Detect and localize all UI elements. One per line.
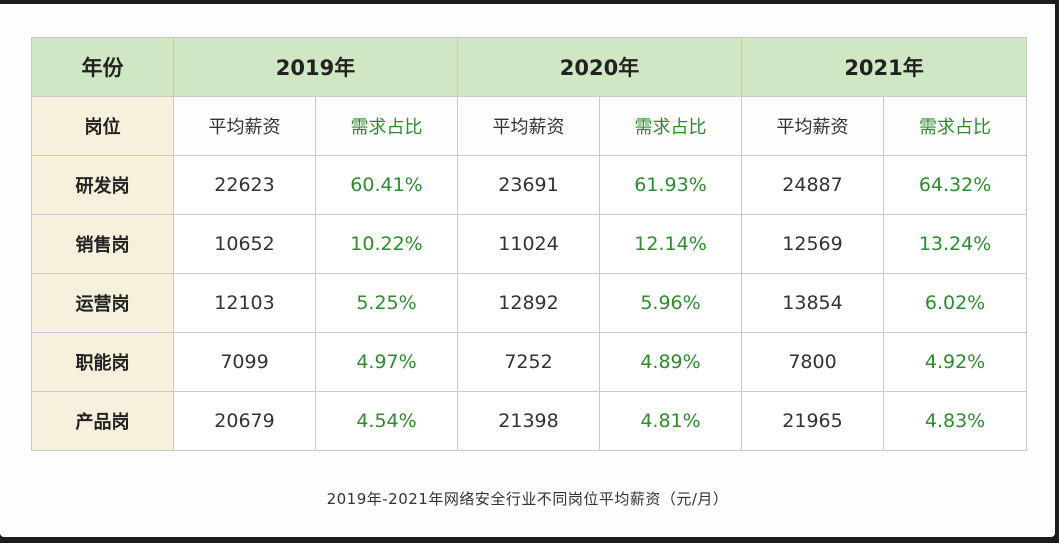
salary-cell: 7099 xyxy=(173,332,316,392)
table-row: 产品岗 20679 4.54% 21398 4.81% 21965 4.83% xyxy=(31,391,1028,451)
share-cell: 4.97% xyxy=(314,332,459,392)
salary-cell: 22623 xyxy=(173,155,316,215)
share-cell: 5.25% xyxy=(314,273,459,333)
table-row: 职能岗 7099 4.97% 7252 4.89% 7800 4.92% xyxy=(31,332,1028,392)
share-cell: 5.96% xyxy=(599,273,743,333)
table-row: 销售岗 10652 10.22% 11024 12.14% 12569 13.2… xyxy=(31,214,1028,274)
share-cell: 10.22% xyxy=(314,214,459,274)
salary-cell: 20679 xyxy=(173,391,316,451)
page: 年份 2019年 2020年 2021年 岗位 平均薪资 需求占比 平均薪资 需… xyxy=(0,4,1055,537)
year-header: 2021年 xyxy=(741,37,1028,97)
salary-cell: 12569 xyxy=(741,214,885,274)
share-cell: 12.14% xyxy=(599,214,743,274)
share-cell: 13.24% xyxy=(883,214,1028,274)
position-name: 运营岗 xyxy=(31,273,174,333)
salary-cell: 10652 xyxy=(173,214,316,274)
table-row: 运营岗 12103 5.25% 12892 5.96% 13854 6.02% xyxy=(31,273,1028,333)
salary-cell: 24887 xyxy=(741,155,885,215)
salary-cell: 12103 xyxy=(173,273,316,333)
position-label: 岗位 xyxy=(31,96,174,156)
year-header-row: 年份 2019年 2020年 2021年 xyxy=(31,37,1028,97)
salary-cell: 7252 xyxy=(457,332,601,392)
salary-cell: 11024 xyxy=(457,214,601,274)
corner-label: 年份 xyxy=(31,37,174,97)
share-cell: 4.83% xyxy=(883,391,1028,451)
salary-subheader: 平均薪资 xyxy=(457,96,601,156)
share-cell: 60.41% xyxy=(314,155,459,215)
salary-table: 年份 2019年 2020年 2021年 岗位 平均薪资 需求占比 平均薪资 需… xyxy=(31,37,1028,451)
salary-cell: 7800 xyxy=(741,332,885,392)
salary-cell: 13854 xyxy=(741,273,885,333)
salary-subheader: 平均薪资 xyxy=(741,96,885,156)
salary-cell: 12892 xyxy=(457,273,601,333)
share-cell: 61.93% xyxy=(599,155,743,215)
share-cell: 4.89% xyxy=(599,332,743,392)
share-cell: 4.92% xyxy=(883,332,1028,392)
share-cell: 4.54% xyxy=(314,391,459,451)
year-header: 2019年 xyxy=(172,37,459,97)
share-subheader: 需求占比 xyxy=(314,96,459,156)
salary-cell: 21398 xyxy=(457,391,601,451)
position-name: 销售岗 xyxy=(31,214,174,274)
table-caption: 2019年-2021年网络安全行业不同岗位平均薪资（元/月） xyxy=(326,490,729,508)
share-subheader: 需求占比 xyxy=(883,96,1028,156)
share-cell: 6.02% xyxy=(883,273,1028,333)
position-name: 产品岗 xyxy=(31,391,174,451)
table-row: 研发岗 22623 60.41% 23691 61.93% 24887 64.3… xyxy=(31,155,1028,215)
salary-cell: 21965 xyxy=(741,391,885,451)
salary-cell: 23691 xyxy=(457,155,601,215)
share-cell: 4.81% xyxy=(599,391,743,451)
year-header: 2020年 xyxy=(457,37,743,97)
share-subheader: 需求占比 xyxy=(599,96,743,156)
salary-subheader: 平均薪资 xyxy=(173,96,316,156)
sub-header-row: 岗位 平均薪资 需求占比 平均薪资 需求占比 平均薪资 需求占比 xyxy=(31,96,1028,156)
position-name: 职能岗 xyxy=(31,332,174,392)
position-name: 研发岗 xyxy=(31,155,174,215)
share-cell: 64.32% xyxy=(883,155,1028,215)
